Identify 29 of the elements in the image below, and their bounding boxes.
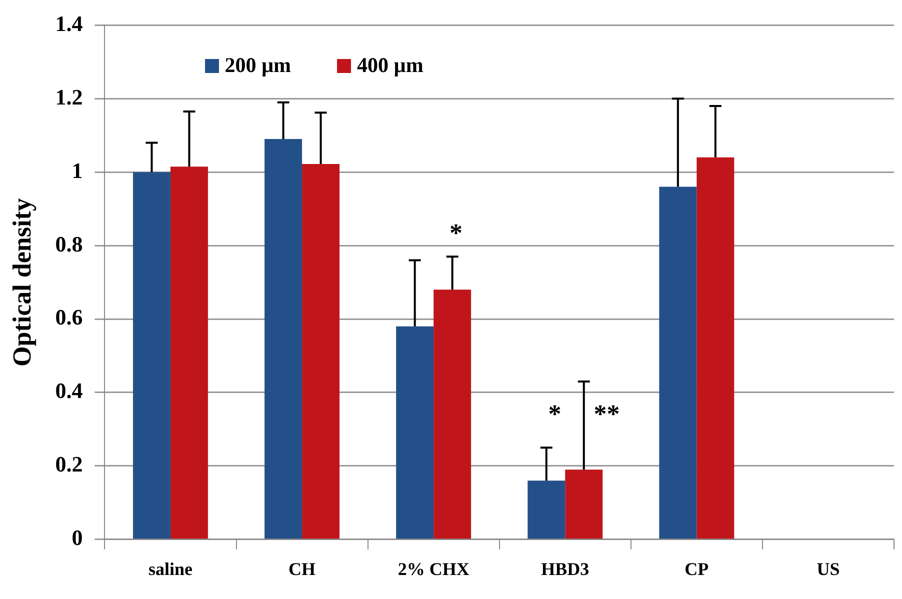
bar bbox=[434, 290, 472, 539]
x-tick-label: US bbox=[816, 558, 840, 579]
bar bbox=[132, 172, 170, 539]
bar bbox=[696, 157, 734, 539]
bar bbox=[565, 470, 603, 539]
bar bbox=[528, 480, 566, 539]
x-tick-label: HBD3 bbox=[541, 558, 590, 579]
annotation: * ** bbox=[548, 400, 620, 429]
legend-label: 400 µm bbox=[357, 53, 424, 78]
x-tick-label: 2% CHX bbox=[398, 558, 470, 579]
annotation: * bbox=[450, 218, 462, 248]
y-tick-label: 0.6 bbox=[55, 304, 83, 330]
legend-label: 200 µm bbox=[224, 53, 292, 78]
y-tick-label: 1 bbox=[72, 158, 83, 183]
x-tick-label: CH bbox=[288, 558, 316, 579]
bar bbox=[659, 186, 697, 539]
y-axis-title: Optical density bbox=[7, 198, 36, 366]
x-tick-label: saline bbox=[148, 558, 192, 579]
bar bbox=[170, 166, 208, 539]
y-tick-label: 0.2 bbox=[55, 452, 83, 477]
bar bbox=[302, 164, 340, 539]
bar bbox=[396, 326, 434, 539]
y-tick-label: 0.8 bbox=[55, 231, 83, 256]
y-tick-label: 0.4 bbox=[55, 378, 83, 404]
y-tick-label: 1.4 bbox=[55, 10, 83, 36]
x-tick-label: CP bbox=[684, 558, 709, 579]
y-tick-label: 0 bbox=[72, 525, 83, 550]
y-tick-label: 1.2 bbox=[55, 84, 83, 110]
bar bbox=[264, 139, 302, 539]
